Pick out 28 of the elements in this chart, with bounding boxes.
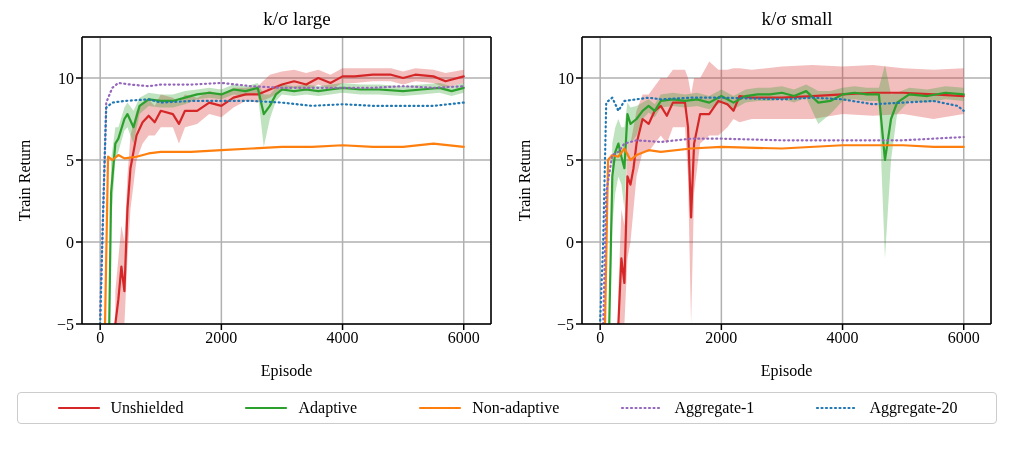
legend-label: Unshielded: [110, 399, 184, 417]
x-tick-label: 4000: [826, 329, 859, 347]
legend-label: Aggregate-20: [869, 399, 958, 417]
y-tick-label: −5: [556, 315, 574, 333]
x-tick-label: 6000: [447, 329, 480, 347]
x-tick-label: 0: [596, 329, 605, 347]
y-tick-label: −5: [56, 315, 74, 333]
legend-label: Aggregate-1: [674, 399, 755, 417]
legend-label: Non-adaptive: [472, 399, 560, 417]
x-tick-label: 2000: [205, 329, 238, 347]
x-tick-label: 4000: [326, 329, 359, 347]
x-tick-label: 0: [96, 329, 105, 347]
y-tick-label: 0: [66, 233, 74, 251]
chart-title: k/σ small: [760, 8, 834, 31]
line-series: [103, 142, 465, 324]
chart-title: k/σ large: [262, 8, 332, 31]
y-tick-label: 5: [66, 151, 74, 169]
x-axis-title: Episode: [260, 362, 313, 380]
y-axis-title: Train Return: [15, 139, 33, 222]
x-axis-title: Episode: [760, 362, 813, 380]
y-tick-label: 10: [58, 69, 74, 87]
y-axis-title: Train Return: [515, 139, 533, 222]
legend-label: Adaptive: [298, 399, 358, 417]
x-tick-label: 2000: [705, 329, 738, 347]
y-tick-label: 0: [566, 233, 574, 251]
x-tick-label: 6000: [947, 329, 980, 347]
y-tick-label: 5: [566, 151, 574, 169]
y-tick-label: 10: [558, 69, 574, 87]
